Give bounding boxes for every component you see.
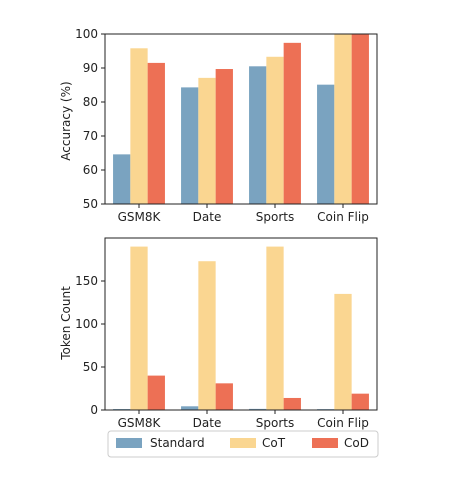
accuracy-chart: Accuracy (%) 50 60 70 80 90 100 GSM8K Date Sport…	[59, 27, 378, 224]
accuracy-bar-date-cod	[215, 69, 233, 205]
accuracy-bar-date-standard	[181, 87, 199, 204]
token-count-bar-sports-cod	[283, 397, 301, 410]
token-count-bar-date-standard	[181, 406, 199, 410]
accuracy-plot-frame	[104, 33, 378, 205]
token-count-bar-coin-flip-cot	[334, 293, 352, 410]
legend-swatch-cod	[312, 438, 338, 448]
token-count-bar-sports-standard	[249, 408, 267, 410]
token-count-y-tick-label-0: 0	[90, 403, 98, 417]
token-count-y-tick-label-150: 150	[75, 274, 98, 288]
token-count-bar-coin-flip-cod	[351, 393, 369, 410]
accuracy-bar-coin-flip-cot	[334, 34, 352, 204]
legend-label-cod: CoD	[344, 436, 369, 450]
accuracy-x-tick-label-sports: Sports	[256, 210, 294, 224]
accuracy-bar-sports-standard	[249, 66, 267, 204]
accuracy-y-tick-label-100: 100	[75, 27, 98, 41]
accuracy-y-tick-label-90: 90	[83, 61, 98, 75]
accuracy-y-tick-label-80: 80	[83, 95, 98, 109]
token-count-y-axis-label: Token Count	[59, 286, 73, 361]
token-count-y-tick-label-100: 100	[75, 317, 98, 331]
accuracy-y-tick-label-50: 50	[83, 197, 98, 211]
token-count-bar-date-cod	[215, 383, 233, 410]
token-count-x-tick-label-gsm8k: GSM8K	[118, 416, 162, 430]
legend-swatch-standard	[116, 438, 142, 448]
token-count-bar-sports-cot	[266, 246, 284, 410]
accuracy-bar-gsm8k-cod	[147, 62, 165, 205]
legend-swatch-cot	[230, 438, 256, 448]
accuracy-bar-date-cot	[198, 77, 216, 204]
legend-label-standard: Standard	[150, 436, 205, 450]
accuracy-bar-coin-flip-cod	[351, 34, 369, 204]
accuracy-bar-sports-cot	[266, 56, 284, 204]
legend-label-cot: CoT	[262, 436, 286, 450]
token-count-bar-gsm8k-cod	[147, 375, 165, 410]
accuracy-bar-gsm8k-cot	[130, 48, 148, 204]
token-count-y-tick-label-50: 50	[83, 360, 98, 374]
accuracy-x-tick-label-gsm8k: GSM8K	[118, 210, 162, 224]
accuracy-y-tick-label-70: 70	[83, 129, 98, 143]
accuracy-y-axis-label: Accuracy (%)	[59, 81, 73, 160]
token-count-chart: Token Count 0 50 100 150 GSM8K Date Sports Coin…	[59, 237, 378, 430]
accuracy-x-tick-label-coin-flip: Coin Flip	[317, 210, 369, 224]
token-count-x-tick-label-sports: Sports	[256, 416, 294, 430]
token-count-bar-date-cot	[198, 261, 216, 410]
accuracy-bar-coin-flip-standard	[317, 84, 335, 204]
token-count-x-tick-label-date: Date	[193, 416, 222, 430]
accuracy-bar-sports-cod	[283, 42, 301, 205]
legend: Standard CoT CoD	[107, 430, 379, 458]
token-count-x-tick-label-coin-flip: Coin Flip	[317, 416, 369, 430]
token-count-bar-gsm8k-cot	[130, 246, 148, 410]
accuracy-y-tick-label-60: 60	[83, 163, 98, 177]
accuracy-x-tick-label-date: Date	[193, 210, 222, 224]
accuracy-bar-gsm8k-standard	[113, 154, 131, 204]
